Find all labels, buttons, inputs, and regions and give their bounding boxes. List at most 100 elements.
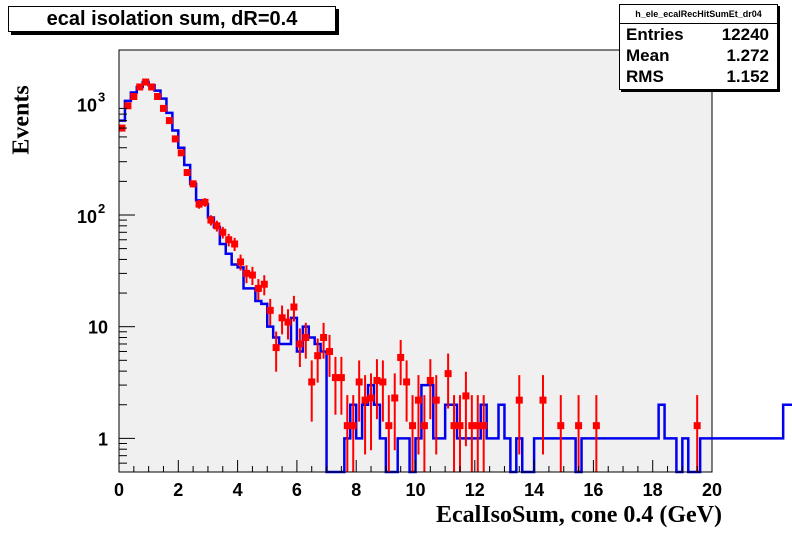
y-tick-label: 10 xyxy=(77,207,97,227)
data-point xyxy=(148,83,156,91)
data-point xyxy=(444,353,452,409)
data-marker xyxy=(343,422,351,430)
data-point xyxy=(385,395,393,472)
data-marker xyxy=(142,78,150,86)
data-marker xyxy=(480,422,488,430)
data-point xyxy=(260,275,268,296)
data-point xyxy=(308,360,316,422)
data-point xyxy=(391,373,399,451)
y-tick-exponent: 2 xyxy=(98,201,105,216)
data-point xyxy=(272,331,280,372)
data-marker xyxy=(213,222,221,230)
data-point xyxy=(379,360,387,422)
data-marker xyxy=(165,117,173,125)
x-tick-label: 18 xyxy=(643,480,663,500)
data-marker xyxy=(242,269,250,277)
data-marker xyxy=(201,198,209,206)
data-point xyxy=(326,334,334,377)
data-point xyxy=(420,395,428,472)
data-point xyxy=(237,254,245,271)
x-tick-label: 12 xyxy=(465,480,485,500)
reference-histogram xyxy=(119,80,792,474)
data-point xyxy=(254,279,262,301)
data-point xyxy=(474,395,482,472)
data-point xyxy=(284,309,292,340)
stats-row-entries: Entries 12240 xyxy=(620,24,777,45)
data-marker xyxy=(397,353,405,361)
x-tick-label: 0 xyxy=(114,480,124,500)
data-marker xyxy=(450,422,458,430)
stats-mean-value: 1.272 xyxy=(726,46,769,65)
data-marker xyxy=(592,422,600,430)
data-point xyxy=(693,395,701,472)
data-point xyxy=(355,360,363,422)
data-point xyxy=(290,295,298,322)
data-point xyxy=(432,375,440,455)
data-marker xyxy=(409,422,417,430)
y-tick-label: 10 xyxy=(77,95,97,115)
stats-row-rms: RMS 1.152 xyxy=(620,66,777,87)
reference-histogram-line xyxy=(119,80,792,474)
data-marker xyxy=(124,102,132,110)
data-point xyxy=(426,359,434,420)
data-marker xyxy=(130,93,138,101)
data-point xyxy=(409,395,417,472)
data-point xyxy=(361,375,369,455)
data-point xyxy=(278,305,286,335)
data-point xyxy=(331,356,339,415)
data-point xyxy=(159,104,167,112)
data-point xyxy=(266,298,274,326)
data-marker xyxy=(302,334,310,342)
y-tick-label: 1 xyxy=(98,429,108,449)
stats-rms-value: 1.152 xyxy=(726,67,769,86)
data-point xyxy=(171,135,179,143)
chart-title: ecal isolation sum, dR=0.4 xyxy=(8,6,336,32)
data-marker xyxy=(693,422,701,430)
data-marker xyxy=(349,422,357,430)
data-marker xyxy=(373,376,381,384)
data-marker xyxy=(462,392,470,400)
data-point xyxy=(130,93,138,101)
data-points xyxy=(118,78,701,472)
data-point xyxy=(337,356,345,415)
data-point xyxy=(450,395,458,472)
plot-area xyxy=(118,49,713,473)
data-marker xyxy=(248,271,256,279)
data-point xyxy=(403,360,411,422)
data-point xyxy=(225,233,233,247)
stats-entries-value: 12240 xyxy=(721,25,769,44)
data-point xyxy=(177,149,185,157)
data-point xyxy=(314,338,322,383)
data-marker xyxy=(456,422,464,430)
x-tick-label: 20 xyxy=(702,480,722,500)
data-point xyxy=(539,375,547,455)
data-marker xyxy=(414,396,422,404)
data-point xyxy=(414,375,422,455)
data-marker xyxy=(177,149,185,157)
data-point xyxy=(231,237,239,252)
data-marker xyxy=(314,352,322,360)
data-point xyxy=(462,371,470,447)
data-point xyxy=(575,395,583,472)
data-marker xyxy=(225,236,233,244)
data-point xyxy=(201,198,209,207)
stats-entries-label: Entries xyxy=(626,25,684,44)
data-marker xyxy=(403,378,411,386)
data-marker xyxy=(426,376,434,384)
data-marker xyxy=(308,378,316,386)
data-point xyxy=(515,375,523,455)
data-point xyxy=(302,322,310,359)
data-marker xyxy=(237,258,245,266)
data-point xyxy=(373,359,381,420)
data-marker xyxy=(278,314,286,322)
x-tick-label: 10 xyxy=(405,480,425,500)
data-marker xyxy=(296,340,304,348)
data-marker xyxy=(474,422,482,430)
x-tick-label: 16 xyxy=(583,480,603,500)
x-tick-label: 8 xyxy=(351,480,361,500)
data-point xyxy=(165,117,173,125)
data-marker xyxy=(171,135,179,143)
x-tick-label: 14 xyxy=(524,480,544,500)
data-marker xyxy=(391,394,399,402)
